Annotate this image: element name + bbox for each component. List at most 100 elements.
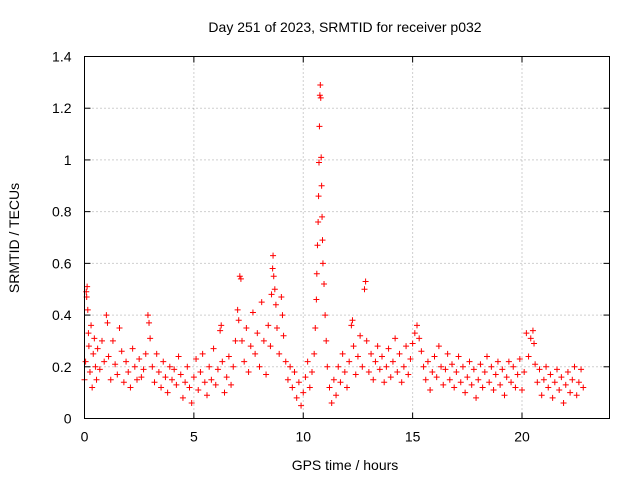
data-point (239, 337, 245, 344)
data-point (444, 350, 451, 357)
plot-frame (84, 56, 610, 419)
data-point (312, 325, 319, 331)
axis-layer: 0 5 10 15 20 0 0.2 0.4 0.6 0.8 1 1.2 1.4 (52, 49, 610, 445)
data-point (190, 374, 197, 381)
data-point (365, 368, 372, 375)
data-point (289, 384, 296, 391)
grid-layer (84, 56, 610, 419)
data-point (199, 350, 206, 357)
data-point (84, 306, 91, 313)
data-point (573, 392, 580, 399)
data-point (534, 379, 541, 386)
data-point (523, 330, 530, 337)
data-layer (81, 81, 587, 409)
data-point (254, 330, 261, 337)
data-point (304, 358, 311, 365)
data-point (179, 394, 186, 401)
data-point (204, 392, 210, 399)
data-point (344, 384, 350, 391)
y-tick-label: 0.2 (52, 359, 72, 375)
data-point (218, 322, 225, 329)
data-point (556, 387, 563, 394)
data-point (104, 319, 111, 326)
data-point (269, 265, 276, 272)
data-point (317, 94, 324, 101)
x-tick-label: 5 (190, 429, 198, 445)
data-point (385, 345, 392, 352)
data-point (529, 327, 536, 334)
data-point (446, 376, 453, 383)
data-point (396, 350, 403, 357)
data-point (362, 278, 369, 285)
data-point (85, 330, 92, 337)
data-point (457, 379, 464, 386)
data-point (107, 376, 114, 383)
data-point (494, 358, 501, 365)
data-point (268, 291, 275, 298)
data-point (429, 368, 436, 375)
data-point (147, 335, 154, 342)
data-point (313, 296, 320, 303)
data-point (392, 335, 399, 342)
data-point (319, 260, 326, 267)
y-tick-label: 1.2 (52, 100, 72, 116)
data-point (317, 81, 324, 88)
data-point (321, 281, 328, 288)
data-point (578, 366, 585, 373)
data-point (414, 322, 420, 329)
data-point (531, 340, 538, 347)
data-point (136, 356, 143, 363)
data-point (490, 387, 497, 394)
data-point (252, 350, 259, 357)
data-point (318, 182, 325, 189)
data-point (298, 402, 305, 409)
y-axis-title: SRMTID / TECUs (6, 183, 22, 293)
data-point (330, 376, 337, 383)
data-point (287, 363, 294, 370)
data-point (247, 343, 254, 350)
data-point (580, 384, 587, 391)
data-point (549, 394, 556, 401)
data-point (379, 353, 385, 360)
data-point (510, 363, 517, 370)
data-point (91, 335, 98, 342)
y-tick-label: 0 (64, 411, 72, 427)
data-point (311, 350, 318, 357)
data-point (416, 335, 423, 342)
data-point (151, 379, 158, 386)
data-point (278, 293, 285, 300)
data-point (442, 366, 449, 373)
data-point (302, 374, 309, 381)
data-point (82, 358, 89, 365)
data-point (341, 368, 348, 375)
data-point (575, 379, 582, 386)
data-point (155, 368, 162, 375)
data-point (129, 345, 136, 352)
data-point (409, 340, 416, 347)
data-point (300, 389, 307, 396)
data-point (177, 371, 184, 378)
data-point (291, 368, 298, 375)
data-point (197, 368, 204, 375)
data-point (142, 350, 149, 357)
data-point (208, 376, 215, 383)
data-point (186, 384, 193, 391)
data-point (90, 350, 97, 357)
data-point (131, 363, 138, 370)
data-point (271, 286, 278, 293)
data-point (562, 381, 569, 388)
data-point (316, 92, 323, 99)
data-point (389, 358, 396, 365)
data-point (368, 350, 375, 357)
data-point (554, 366, 560, 373)
data-point (221, 389, 228, 396)
data-point (85, 343, 92, 350)
data-point (237, 275, 244, 282)
data-point (470, 366, 477, 373)
data-point (449, 361, 455, 368)
data-point (481, 368, 488, 375)
data-point (272, 301, 279, 308)
x-tick-label: 10 (295, 429, 311, 445)
data-point (88, 322, 95, 329)
